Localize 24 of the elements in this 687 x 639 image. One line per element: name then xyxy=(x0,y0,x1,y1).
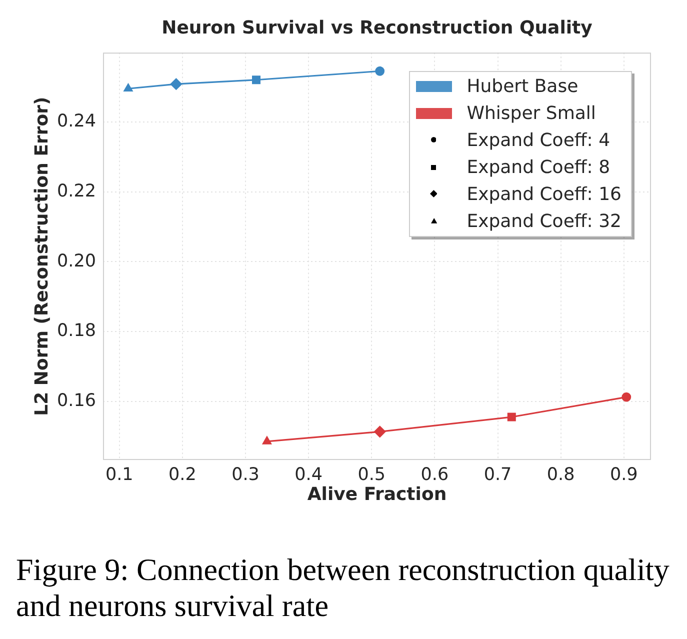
y-tick-label: 0.22 xyxy=(57,181,96,202)
x-tick-label: 0.9 xyxy=(610,465,638,486)
annotation: Expand Coeff: 16 xyxy=(466,182,622,207)
x-tick-label: 0.7 xyxy=(484,465,512,486)
y-tick-label: 0.18 xyxy=(57,321,96,342)
legend-label: Whisper Small xyxy=(466,102,596,126)
x-tick-label: 0.5 xyxy=(358,465,386,486)
annotation: Expand Coeff: 8 xyxy=(466,156,610,180)
annotation: Expand Coeff: 32 xyxy=(466,210,622,234)
y-axis-title: L2 Norm (Reconstruction Error) xyxy=(31,96,52,416)
x-tick-label: 0.8 xyxy=(546,465,575,486)
y-tick-label: 0.24 xyxy=(57,111,96,132)
x-tick-label: 0.6 xyxy=(420,465,449,486)
caption: Figure 9: Connection between reconstruction quality and neurons survival rate xyxy=(15,552,670,623)
x-tick-label: 0.1 xyxy=(105,465,134,486)
x-tick-label: 0.4 xyxy=(294,465,322,486)
y-tick-label: 0.20 xyxy=(57,251,96,272)
legend-label: Hubert Base xyxy=(466,74,578,99)
y-tick-label: 0.16 xyxy=(57,391,96,412)
x-tick-label: 0.3 xyxy=(232,465,260,486)
chart-title: Neuron Survival vs Reconstruction Quality xyxy=(162,17,593,38)
x-axis-title: Alive Fraction xyxy=(307,484,447,506)
annotation: Expand Coeff: 4 xyxy=(466,128,610,153)
x-tick-label: 0.2 xyxy=(168,465,196,486)
